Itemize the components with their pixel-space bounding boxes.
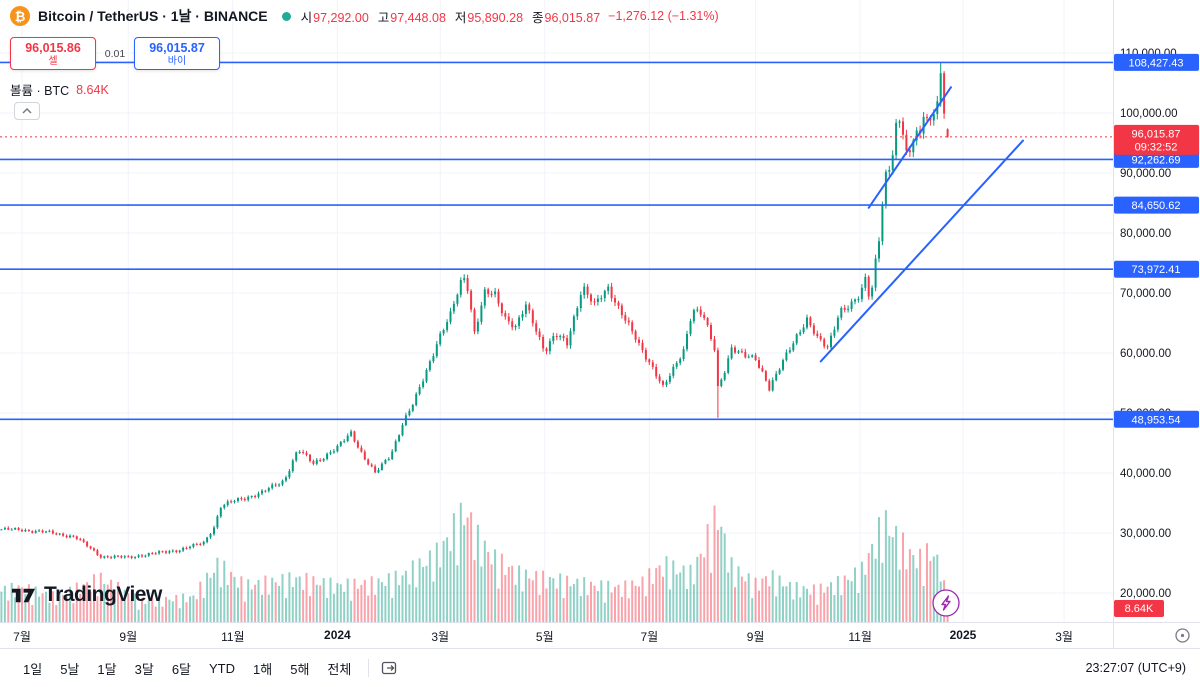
ohlc-item: 고97,448.08 [377, 10, 446, 25]
range-button-1일[interactable]: 1일 [23, 661, 43, 677]
sell-price: 96,015.86 [25, 40, 81, 55]
candlesticks [0, 62, 949, 560]
svg-text:30,000.00: 30,000.00 [1120, 528, 1171, 540]
time-axis-label: 11월 [221, 630, 245, 644]
ohlc-item: 시97,292.00 [300, 10, 369, 25]
buy-label: 바이 [167, 55, 187, 67]
tradingview-logo-icon [11, 588, 36, 603]
svg-text:8.64K: 8.64K [1125, 603, 1154, 615]
range-button-전체[interactable]: 전체 [327, 661, 352, 677]
sell-label: 셀 [48, 55, 58, 67]
svg-text:108,427.43: 108,427.43 [1128, 57, 1183, 69]
svg-text:73,972.41: 73,972.41 [1132, 264, 1181, 276]
go-to-date-button[interactable] [377, 656, 403, 680]
svg-text:90,000.00: 90,000.00 [1120, 168, 1171, 180]
market-status-dot[interactable] [281, 11, 291, 21]
price-change: −1,276.12 (−1.31%) [608, 9, 719, 23]
price-level-label[interactable]: 92,262.69 [1114, 150, 1199, 168]
range-button-6달[interactable]: 6달 [171, 661, 192, 677]
price-level-label[interactable]: 48,953.54 [1114, 410, 1199, 428]
time-axis-label: 11월 [848, 630, 872, 644]
svg-text:80,000.00: 80,000.00 [1120, 228, 1171, 240]
clock[interactable]: 23:27:07 (UTC+9) [1085, 661, 1186, 675]
buy-button[interactable]: 96,015.87 바이 [134, 37, 220, 70]
time-axis-label: 9월 [746, 630, 765, 644]
price-level-label[interactable]: 108,427.43 [1114, 53, 1199, 71]
ohlc-values: 시97,292.00 고97,448.08 저95,890.28 종96,015.87 [301, 7, 601, 26]
price-level-label[interactable]: 84,650.62 [1114, 196, 1199, 214]
svg-text:92,262.69: 92,262.69 [1132, 154, 1181, 166]
trendlines[interactable] [819, 86, 1024, 363]
price-level-label[interactable]: 73,972.41 [1114, 260, 1199, 278]
time-axis-label: 2024 [324, 628, 351, 642]
symbol-header: ₿ Bitcoin / TetherUS · 1날 · BINANCE 시97,… [10, 6, 719, 26]
time-axis-labels: 7월 9월 11월 2024 3월 5월 7월 9월 11월 2025 3월 [0, 623, 1113, 648]
time-axis-label: 5월 [535, 630, 554, 644]
scales-target-icon[interactable] [1174, 627, 1191, 644]
svg-text:48,953.54: 48,953.54 [1132, 414, 1181, 426]
svg-text:96,015.87: 96,015.87 [1132, 128, 1181, 140]
bitcoin-logo-icon: ₿ [10, 6, 30, 26]
svg-text:100,000.00: 100,000.00 [1120, 108, 1178, 120]
time-axis-label: 3월 [1055, 630, 1073, 644]
current-volume-label: 8.64K [1114, 600, 1164, 617]
go-to-date-icon [382, 661, 397, 675]
time-axis-label: 3월 [431, 630, 450, 644]
svg-text:20,000.00: 20,000.00 [1120, 588, 1171, 600]
watermark-text: TradingView [44, 582, 162, 606]
svg-text:60,000.00: 60,000.00 [1120, 348, 1171, 360]
chart-area[interactable]: 110,000.00100,000.0090,000.0080,000.0070… [0, 0, 1200, 622]
order-widget: 96,015.86 셀 0.01 96,015.87 바이 [10, 37, 220, 70]
collapse-pane-button[interactable] [14, 102, 40, 120]
tradingview-watermark: TradingView [10, 582, 162, 607]
range-button-5해[interactable]: 5해 [290, 661, 310, 677]
spread-value: 0.01 [104, 47, 126, 60]
ohlc-item: 저95,890.28 [454, 10, 524, 25]
svg-text:40,000.00: 40,000.00 [1120, 468, 1171, 480]
lightning-button[interactable] [932, 589, 960, 617]
range-buttons: 1일 5날 1달 3달 6달 YTD 1해 5해 전체 [14, 655, 360, 682]
volume-indicator-title[interactable]: 볼륨 · BTC [10, 84, 70, 98]
chevron-up-icon [22, 108, 32, 114]
sell-button[interactable]: 96,015.86 셀 [10, 37, 96, 70]
bottom-toolbar: 1일 5날 1달 3달 6달 YTD 1해 5해 전체 23:27:07 (UTC+9) [0, 648, 1200, 687]
time-axis[interactable]: 7월 9월 11월 2024 3월 5월 7월 9월 11월 2025 3월 [0, 622, 1200, 648]
range-button-1달[interactable]: 1달 [97, 661, 117, 677]
lightning-icon [941, 595, 951, 611]
volume-indicator-row: 볼륨 · BTC 8.64K [10, 80, 109, 99]
time-axis-label: 7월 [640, 630, 659, 644]
range-button-1해[interactable]: 1해 [253, 661, 273, 677]
svg-text:09:32:52: 09:32:52 [1135, 141, 1178, 153]
volume-indicator-value: 8.64K [76, 82, 109, 97]
price-chart-canvas[interactable]: 110,000.00100,000.0090,000.0080,000.0070… [0, 0, 1200, 622]
buy-price: 96,015.87 [149, 40, 205, 55]
svg-text:84,650.62: 84,650.62 [1132, 200, 1181, 212]
time-axis-label: 2025 [949, 628, 977, 642]
axis-corner [1113, 623, 1200, 648]
volume-bars [0, 502, 949, 622]
time-axis-label: 7월 [13, 630, 31, 644]
range-button-5날[interactable]: 5날 [60, 661, 80, 677]
range-button-3달[interactable]: 3달 [134, 661, 154, 677]
range-button-YTD[interactable]: YTD [209, 660, 236, 676]
time-axis-label: 9월 [119, 630, 138, 644]
toolbar-divider [368, 659, 370, 677]
ohlc-item: 종96,015.87 [532, 10, 601, 25]
symbol-title[interactable]: Bitcoin / TetherUS · 1날 · BINANCE [38, 8, 268, 24]
svg-text:70,000.00: 70,000.00 [1120, 288, 1171, 300]
horizontal-price-lines[interactable] [0, 61, 1113, 421]
